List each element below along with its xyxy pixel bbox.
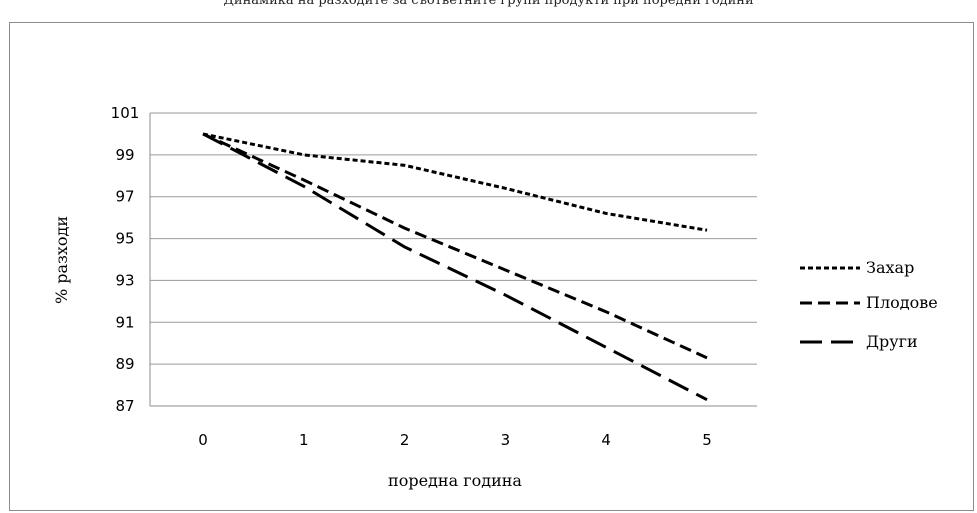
series-line-3: [202, 132, 708, 402]
legend-label: Захар: [866, 258, 914, 277]
series-lines: [202, 132, 708, 402]
y-tick-label: 95: [115, 230, 134, 248]
y-tick-label: 99: [115, 146, 134, 164]
y-tick-label: 87: [115, 397, 134, 415]
x-tick-label: 0: [198, 431, 208, 449]
x-tick-label: 3: [501, 431, 511, 449]
x-tick-label: 5: [702, 431, 712, 449]
y-axis-ticks: 87 89 91 93 95 97 99 101: [111, 104, 140, 415]
x-tick-label: 2: [400, 431, 410, 449]
x-axis-ticks: 0 1 2 3 4 5: [198, 431, 712, 449]
series-line-2: [202, 132, 708, 360]
clipped-caption-text: Динамика на разходите за съответните гру…: [223, 0, 754, 8]
y-tick-label: 101: [111, 104, 140, 122]
chart-area: [9, 22, 974, 511]
legend-label: Други: [866, 332, 918, 351]
series-line-1: [202, 132, 708, 232]
legend: Захар Плодове Други: [800, 258, 938, 351]
y-axis-title: % разходи: [52, 216, 71, 304]
y-tick-label: 89: [115, 355, 134, 373]
y-tick-label: 91: [115, 313, 134, 331]
x-tick-label: 1: [299, 431, 309, 449]
x-axis-title: поредна година: [388, 471, 522, 490]
y-tick-label: 97: [115, 188, 134, 206]
legend-label: Плодове: [866, 293, 938, 312]
y-tick-label: 93: [115, 271, 134, 289]
gridlines: [150, 112, 757, 365]
axes: [149, 113, 757, 407]
x-tick-label: 4: [601, 431, 611, 449]
